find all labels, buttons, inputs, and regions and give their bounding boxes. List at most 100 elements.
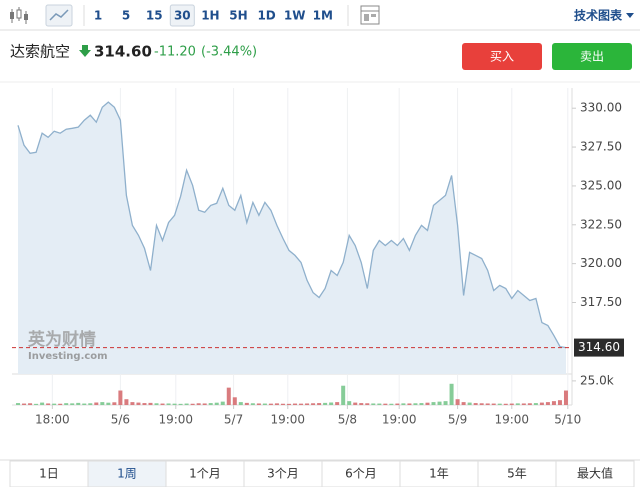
volume-bar <box>172 403 177 405</box>
buy-button[interactable]: 买入 <box>462 43 542 70</box>
price: 314.60 <box>94 43 152 61</box>
volume-bar <box>268 403 273 405</box>
range-tab-label[interactable]: 3个月 <box>267 467 299 481</box>
down-arrow <box>79 45 91 57</box>
interval-button[interactable]: 5H <box>229 9 247 23</box>
volume-bar <box>202 403 207 405</box>
range-tab[interactable] <box>477 460 557 487</box>
volume-bar <box>250 403 255 405</box>
volume-bar <box>413 403 418 405</box>
range-tab-label[interactable]: 6个月 <box>345 467 377 481</box>
range-tab[interactable] <box>9 460 89 487</box>
sell-button[interactable]: 卖出 <box>552 43 632 70</box>
range-tab-label[interactable]: 1年 <box>429 467 449 481</box>
range-tab[interactable] <box>321 460 401 487</box>
range-tab[interactable] <box>165 460 245 487</box>
volume-bar <box>473 403 478 405</box>
range-tab-label[interactable]: 最大值 <box>577 466 613 481</box>
volume-bar <box>244 402 249 405</box>
volume-bar <box>551 401 556 405</box>
change: -11.20 <box>154 45 196 60</box>
volume-bar <box>509 403 514 405</box>
range-tab-label[interactable]: 1日 <box>39 467 59 481</box>
volume-bar <box>280 403 285 405</box>
y-tick-label: 320.00 <box>580 256 622 270</box>
volume-bar <box>238 402 243 405</box>
volume-bar <box>431 402 436 405</box>
interval-button[interactable]: 15 <box>146 9 163 23</box>
y-tick-label: 330.00 <box>580 101 622 115</box>
range-tab[interactable] <box>243 460 323 487</box>
volume-bar <box>256 403 261 405</box>
volume-bar <box>40 402 45 405</box>
x-tick-label: 5/7 <box>224 413 243 427</box>
layout-icon[interactable] <box>360 5 380 25</box>
volume-bar <box>545 402 550 405</box>
candle-icon[interactable] <box>10 7 28 24</box>
volume-bar <box>317 403 322 405</box>
volume-bar <box>166 403 171 405</box>
volume-bar <box>88 403 93 405</box>
interval-button[interactable]: 1 <box>94 9 102 23</box>
change-pct: (-3.44%) <box>201 45 257 60</box>
volume-bar <box>16 403 21 405</box>
volume-bar <box>323 402 328 405</box>
interval-button[interactable]: 5 <box>122 9 130 23</box>
volume-bar <box>274 403 279 405</box>
volume-bar <box>184 403 189 405</box>
volume-bar <box>178 403 183 405</box>
volume-tick-label: 25.0k <box>580 373 614 387</box>
volume-bar <box>214 402 219 405</box>
range-tab-label[interactable]: 1个月 <box>189 467 221 481</box>
volume-bar <box>347 401 352 405</box>
interval-button[interactable]: 1H <box>201 9 219 23</box>
volume-bar <box>485 403 490 405</box>
range-tab-label[interactable]: 1周 <box>117 467 137 481</box>
x-tick-label: 5/8 <box>338 413 357 427</box>
volume-bar <box>94 402 99 405</box>
volume-bar <box>371 403 376 405</box>
volume-bar <box>377 403 382 405</box>
price-line <box>17 101 567 349</box>
volume-bar <box>515 403 520 405</box>
interval-selected <box>169 4 195 27</box>
volume-bar <box>491 403 496 405</box>
volume-bar <box>286 403 291 405</box>
range-tab-label[interactable]: 5年 <box>507 467 527 481</box>
range-tab[interactable] <box>399 460 479 487</box>
interval-button[interactable]: 1W <box>284 9 306 23</box>
x-tick-label: 5/6 <box>111 413 130 427</box>
tech-chart-link[interactable]: 技术图表 <box>574 8 623 23</box>
volume-bar <box>58 403 63 405</box>
volume-bar <box>341 385 346 405</box>
interval-button[interactable]: 30 <box>174 9 191 23</box>
range-tab[interactable] <box>555 460 635 487</box>
volume-bar <box>335 402 340 405</box>
volume-bar <box>533 403 538 405</box>
sell-label: 卖出 <box>580 50 604 64</box>
interval-button[interactable]: 1M <box>313 9 333 23</box>
interval-button[interactable]: 1D <box>257 9 275 23</box>
volume-bar <box>305 403 310 405</box>
x-tick-label: 19:00 <box>158 413 193 427</box>
volume-bar <box>226 387 231 405</box>
volume-bar <box>395 403 400 405</box>
volume-bar <box>130 402 135 405</box>
volume-bar <box>527 403 532 405</box>
watermark: 英为财情 <box>28 329 96 350</box>
x-tick-label: 19:00 <box>382 413 417 427</box>
volume-bar <box>100 402 105 405</box>
volume-bar <box>34 403 39 405</box>
dropdown-arrow <box>626 13 634 18</box>
buy-label: 买入 <box>490 50 514 64</box>
volume-bar <box>353 402 358 405</box>
volume-bar <box>76 402 81 405</box>
stock-name: 达索航空 <box>10 43 70 61</box>
area-icon[interactable] <box>45 4 73 27</box>
volume-bar <box>437 401 442 405</box>
volume-bar <box>407 403 412 405</box>
volume-bar <box>461 402 466 405</box>
volume-bar <box>160 403 165 405</box>
